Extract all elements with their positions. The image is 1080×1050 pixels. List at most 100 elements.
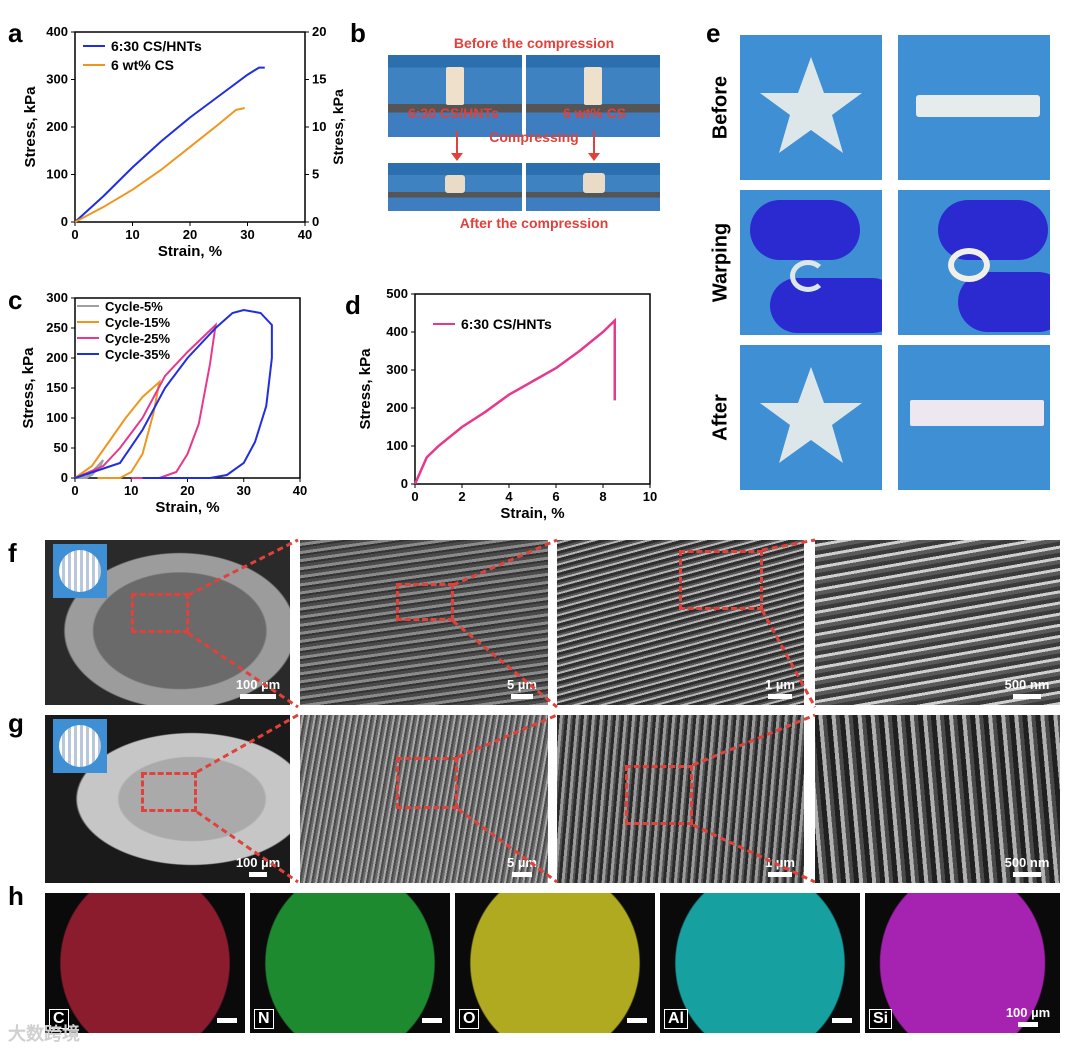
panel-label-f: f	[8, 538, 17, 568]
series-line-0	[413, 317, 616, 485]
legend-label-0: 6:30 CS/HNTs	[461, 316, 552, 332]
x-tick-label: 0	[71, 483, 78, 498]
y-tick-label: 150	[46, 380, 68, 395]
sem-g-1: 100 µm	[45, 715, 290, 883]
y-right-tick-label: 5	[312, 167, 319, 182]
photo-warping-strip	[898, 190, 1050, 335]
panel-label-e: e	[706, 18, 721, 48]
scale-f-4: 500 nm	[998, 677, 1056, 699]
chart-c-plot: 0 10 20 30 40 0 50 100 150 200 250 300 Strain, % Stre…	[20, 290, 307, 516]
x-tick-label: 0	[71, 227, 78, 242]
y-tick-label: 300	[46, 290, 68, 305]
panel-label-a: a	[8, 18, 23, 48]
arrow-right	[593, 131, 595, 157]
eds-map-al: Al	[660, 893, 860, 1033]
y-tick-label: 0	[401, 476, 408, 491]
scale-f-1: 100 µm	[230, 677, 286, 699]
x-tick-label: 20	[183, 227, 197, 242]
x-axis-label: Strain, %	[500, 505, 564, 522]
sem-f-1: 100 µm	[45, 540, 290, 705]
y-right-tick-label: 20	[312, 24, 326, 39]
watermark: 大数跨境	[8, 1024, 80, 1044]
x-tick-label: 6	[552, 489, 559, 504]
photo-before-cs	[526, 55, 660, 137]
arrow-left	[456, 131, 458, 157]
eds-label-c: C	[49, 1009, 69, 1029]
row-label-warping: Warping	[709, 222, 732, 303]
x-tick-label: 40	[293, 483, 307, 498]
y-tick-label: 50	[54, 440, 68, 455]
scale-h: 100 µm	[1002, 1005, 1054, 1027]
cs-label: 6 wt% CS	[563, 105, 627, 121]
y-tick-label: 300	[386, 362, 408, 377]
legend-label-3: Cycle-35%	[105, 347, 170, 362]
scale-g-2: 5 µm	[500, 855, 544, 877]
x-tick-label: 10	[643, 489, 657, 504]
sem-g-2: 5 µm	[300, 715, 548, 883]
photo-before-star	[740, 35, 882, 180]
plot-frame	[414, 293, 651, 485]
y-right-tick-label: 0	[312, 214, 319, 229]
panel-label-h: h	[8, 881, 24, 911]
y-axis-label: Stress, kPa	[20, 347, 37, 429]
x-tick-label: 4	[505, 489, 513, 504]
x-axis-label: Strain, %	[155, 499, 219, 516]
photo-before-strip	[898, 35, 1050, 180]
legend-label-1: 6 wt% CS	[111, 57, 174, 73]
y-tick-label: 200	[386, 400, 408, 415]
panel-label-d: d	[345, 290, 361, 320]
eds-map-si: Si 100 µm	[865, 893, 1060, 1033]
series-line-0	[74, 459, 105, 479]
series-line-3	[74, 308, 273, 479]
y-tick-label: 0	[61, 214, 68, 229]
legend-label-2: Cycle-25%	[105, 331, 170, 346]
panel-label-b: b	[350, 18, 366, 48]
x-tick-label: 30	[237, 483, 251, 498]
photo-after-cs-hnts	[388, 163, 522, 211]
y-tick-label: 200	[46, 119, 68, 134]
y-tick-label: 400	[46, 24, 68, 39]
sem-g-3: 1 µm	[557, 715, 804, 883]
scale-g-3: 1 µm	[760, 855, 800, 877]
x-tick-label: 10	[124, 483, 138, 498]
y-tick-label: 300	[46, 72, 68, 87]
y-right-axis-label: Stress, kPa	[330, 89, 346, 165]
eds-label-n: N	[254, 1009, 274, 1029]
series-line-1	[74, 107, 245, 223]
y-right-tick-label: 15	[312, 72, 326, 87]
cs-hnts-label: 6:30 CS/HNTs	[408, 105, 499, 121]
plot-frame	[74, 31, 306, 223]
y-right-tick-label: 10	[312, 119, 326, 134]
photo-after-cs	[526, 163, 660, 211]
y-tick-label: 100	[386, 438, 408, 453]
after-compression-caption: After the compression	[459, 215, 609, 231]
x-tick-label: 40	[298, 227, 312, 242]
eds-map-c: C	[45, 893, 245, 1033]
x-tick-label: 2	[458, 489, 465, 504]
zoom-lines-f	[187, 538, 817, 709]
eds-label-si: Si	[869, 1009, 893, 1029]
sem-f-4: 500 nm	[815, 540, 1060, 705]
photo-after-star	[740, 345, 882, 490]
eds-map-n: N	[250, 893, 450, 1033]
compressing-caption: Compressing	[489, 129, 579, 145]
x-tick-label: 20	[180, 483, 194, 498]
y-tick-label: 200	[46, 350, 68, 365]
x-tick-label: 0	[411, 489, 418, 504]
scale-f-2: 5 µm	[500, 677, 544, 699]
panel-b: Before the compression 6:30 CS/HNTs 6 wt…	[388, 35, 680, 235]
chart-c: 0 10 20 30 40 0 50 100 150 200 250 300 Strain, % Stre…	[20, 290, 307, 516]
eds-label-o: O	[459, 1009, 480, 1029]
row-label-after: After	[709, 394, 732, 441]
series-line-1	[74, 379, 161, 479]
scale-f-3: 1 µm	[760, 677, 800, 699]
x-tick-label: 10	[125, 227, 139, 242]
y-tick-label: 400	[386, 324, 408, 339]
photo-after-strip	[898, 345, 1050, 490]
x-tick-label: 8	[599, 489, 606, 504]
y-tick-label: 100	[46, 410, 68, 425]
